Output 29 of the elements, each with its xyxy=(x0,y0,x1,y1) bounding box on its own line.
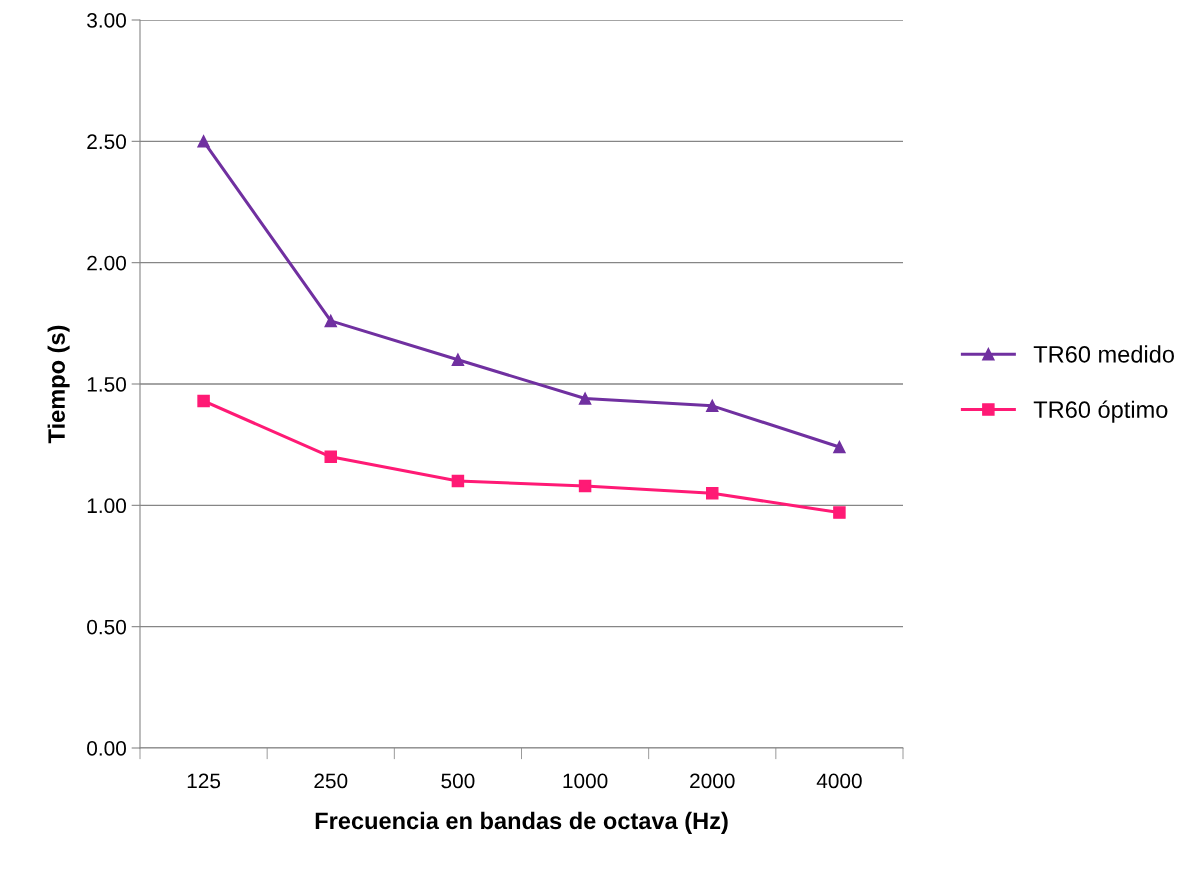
point xyxy=(324,314,338,328)
x-tick-label: 2000 xyxy=(690,773,735,789)
legend-label: TR60 medido xyxy=(1033,345,1174,363)
y-tick-label: 1.50 xyxy=(87,377,126,392)
y-tick-label: 0.00 xyxy=(87,741,126,756)
point xyxy=(451,353,465,366)
x-tick-label: 4000 xyxy=(816,773,862,789)
x-tick-label: 500 xyxy=(441,773,475,789)
point xyxy=(833,506,846,519)
point xyxy=(197,135,210,148)
point xyxy=(324,450,338,464)
legend-label: TR60 óptimo xyxy=(1033,400,1168,423)
point xyxy=(578,392,592,405)
y-tick-label: 3.00 xyxy=(87,13,126,28)
y-tick-label: 2.00 xyxy=(87,255,126,271)
x-tick-label: 1000 xyxy=(563,773,608,789)
point xyxy=(578,479,592,493)
point xyxy=(705,486,719,500)
point xyxy=(197,394,210,408)
y-tick-label: 0.50 xyxy=(87,619,126,635)
x-axis-title: Frecuencia en bandas de octava (Hz) xyxy=(315,811,728,834)
point xyxy=(833,440,846,454)
point xyxy=(705,399,719,413)
y-tick-label: 1.00 xyxy=(87,498,126,514)
x-tick-label: 250 xyxy=(314,773,348,789)
y-axis-title: Tiempo (s) xyxy=(47,325,70,444)
point xyxy=(451,474,465,488)
x-tick-label: 125 xyxy=(187,773,221,789)
y-tick-label: 2.50 xyxy=(87,134,126,150)
